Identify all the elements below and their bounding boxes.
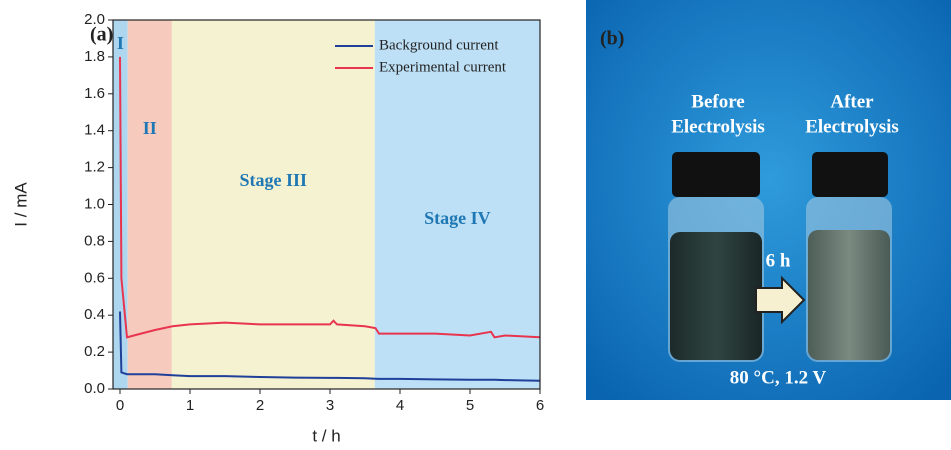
x-tick-label: 3 <box>326 397 334 414</box>
stage-region <box>128 20 172 389</box>
x-tick-label: 0 <box>116 397 124 414</box>
photo-label: After <box>830 91 874 112</box>
photo-background <box>586 0 951 400</box>
y-tick-label: 0.8 <box>84 232 105 249</box>
x-tick-label: 1 <box>186 397 194 414</box>
stage-label: Stage IV <box>424 208 491 228</box>
x-axis-title: t / h <box>312 426 340 445</box>
stage-label: Stage III <box>240 170 308 190</box>
legend-label: Background current <box>379 37 499 53</box>
photo-label: Electrolysis <box>805 116 899 137</box>
x-tick-label: 2 <box>256 397 264 414</box>
y-tick-label: 0.0 <box>84 380 105 397</box>
stage-region <box>172 20 375 389</box>
panel-label: (b) <box>600 28 624 50</box>
vial-cap <box>672 152 760 197</box>
stage-label: II <box>143 118 157 138</box>
figure: (b) Before Electrolysis After Electrolys… <box>0 0 951 450</box>
y-axis-title: I / mA <box>11 182 30 227</box>
y-tick-label: 1.0 <box>84 195 105 212</box>
photo-label: Electrolysis <box>671 116 765 137</box>
vial-liquid <box>670 232 762 360</box>
stage-label: I <box>117 33 124 53</box>
y-tick-label: 0.4 <box>84 306 105 323</box>
y-tick-label: 1.2 <box>84 159 105 176</box>
photo-label: 80 °C, 1.2 V <box>730 367 827 388</box>
y-tick-label: 0.2 <box>84 343 105 360</box>
x-tick-label: 5 <box>466 397 474 414</box>
x-tick-label: 6 <box>536 397 544 414</box>
y-tick-label: 1.8 <box>84 48 105 65</box>
vial-liquid <box>808 230 890 360</box>
legend-label: Experimental current <box>379 59 507 75</box>
panel-label: (a) <box>90 24 113 46</box>
y-tick-label: 1.4 <box>84 122 105 139</box>
y-tick-label: 0.6 <box>84 269 105 286</box>
photo-label: 6 h <box>766 250 791 271</box>
y-tick-label: 1.6 <box>84 85 105 102</box>
photo-panel: (b) Before Electrolysis After Electrolys… <box>586 0 951 400</box>
vial-cap <box>812 152 888 197</box>
photo-label: Before <box>691 91 744 112</box>
x-tick-label: 4 <box>396 397 404 414</box>
